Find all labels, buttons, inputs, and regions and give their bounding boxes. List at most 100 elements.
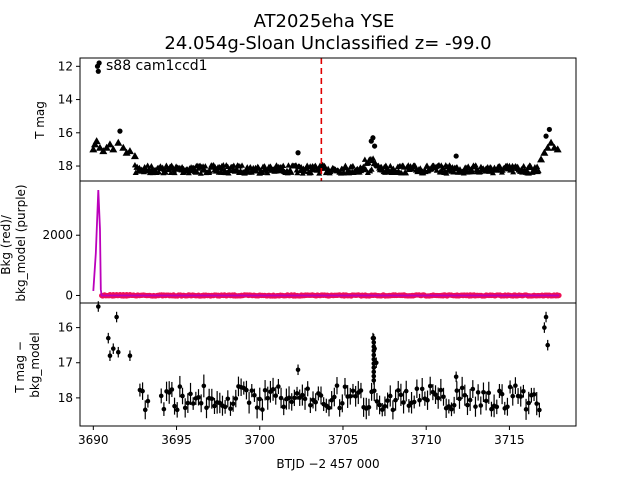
diff-point: [507, 384, 513, 390]
lightcurve-point: [365, 159, 372, 166]
bottom-x-ticks: 3690 3695 3700 3705 3710 3715: [78, 426, 525, 447]
diff-point: [451, 402, 457, 408]
y-tick-label: 18: [58, 391, 73, 405]
diff-point: [353, 393, 358, 399]
title-line-1: AT2025eha YSE: [254, 11, 395, 32]
lightcurve-point: [489, 169, 496, 176]
diff-point: [406, 403, 412, 409]
diff-point: [254, 405, 260, 410]
lightcurve-point: [295, 150, 301, 156]
diff-point: [329, 397, 334, 403]
diff-point: [366, 404, 372, 410]
diff-point: [531, 392, 537, 397]
lightcurve-point: [372, 143, 378, 149]
bkg-point: [127, 291, 133, 298]
lightcurve-point: [109, 145, 118, 153]
diff-point: [262, 387, 268, 393]
diff-point: [185, 400, 191, 406]
lightcurve-point: [443, 170, 450, 176]
diff-point: [295, 367, 301, 373]
diff-point: [222, 404, 228, 410]
top-y-label: T mag: [33, 101, 47, 140]
y-tick-label: 16: [58, 126, 73, 140]
diff-point: [233, 396, 239, 401]
diff-point: [470, 386, 476, 392]
diff-point: [188, 391, 193, 397]
diff-point: [427, 383, 433, 389]
diff-point: [225, 396, 231, 402]
bottom-y-label-line-1: T mag −: [13, 341, 27, 394]
lightcurve-point: [194, 168, 201, 175]
y-tick-label: 12: [58, 59, 73, 73]
diff-point: [348, 393, 353, 399]
diff-point: [334, 383, 340, 388]
x-tick-label: 3705: [328, 433, 359, 447]
lightcurve-point: [95, 68, 101, 74]
lightcurve-point: [424, 162, 431, 168]
diff-point: [403, 388, 409, 394]
diff-point: [292, 395, 297, 401]
diff-point: [417, 397, 422, 403]
diff-point: [198, 401, 204, 406]
lightcurve-point: [119, 143, 128, 151]
diff-point: [358, 388, 364, 393]
panel-top: s88 cam1ccd1 12 14 16 18 T mag: [33, 57, 577, 182]
lightcurve-point: [370, 155, 377, 161]
diff-point: [374, 399, 380, 404]
bottom-y-ticks: 16 17 18: [58, 321, 80, 405]
lightcurve-point: [95, 143, 104, 151]
diff-point: [201, 383, 207, 389]
diff-point: [414, 386, 420, 392]
diff-point: [273, 393, 279, 399]
lightcurve-point: [167, 169, 174, 175]
lightcurve-point: [472, 162, 479, 168]
panel-annotation: s88 cam1ccd1: [106, 58, 208, 74]
bottom-y-label-line-2: bkg_model: [28, 332, 42, 398]
diff-point: [105, 335, 111, 341]
middle-y-label-line-2: bkg_model (purple): [14, 184, 28, 301]
lightcurve-point: [89, 145, 98, 153]
diff-point: [286, 395, 292, 401]
diff-point: [300, 392, 305, 398]
diff-point: [438, 387, 444, 393]
diff-point: [276, 384, 281, 389]
diff-point: [371, 378, 377, 383]
diff-point: [140, 388, 145, 394]
panel-middle: 0 2000 Bkg (red)/ bkg_model (purple): [0, 180, 577, 304]
diff-point: [494, 404, 500, 410]
y-tick-label: 14: [58, 93, 73, 107]
middle-y-label-line-1: Bkg (red)/: [0, 214, 13, 275]
lightcurve-point: [288, 169, 295, 175]
diff-point: [433, 392, 438, 397]
diff-point: [459, 385, 465, 391]
diff-point: [326, 405, 332, 411]
lightcurve-point: [535, 167, 542, 174]
y-tick-label: 16: [58, 321, 73, 335]
lightcurve-point: [543, 143, 552, 151]
x-tick-label: 3700: [244, 433, 275, 447]
diff-point: [523, 407, 529, 412]
lightcurve-point: [125, 147, 134, 155]
diff-point: [379, 407, 385, 412]
diff-point: [337, 405, 342, 411]
diff-point: [246, 400, 252, 406]
diff-point: [542, 325, 547, 330]
diff-point: [473, 404, 478, 409]
diff-point: [332, 394, 337, 400]
x-axis-label: BTJD −2 457 000: [276, 457, 379, 471]
lightcurve-point: [301, 168, 308, 174]
lightcurve-point: [264, 169, 271, 176]
lightcurve-point: [362, 166, 369, 172]
diff-point: [174, 407, 180, 413]
panel-bottom: 16 17 18 3690 3695 3700 3705 3710 3715 T mag − …: [13, 301, 577, 471]
diff-point: [534, 401, 540, 406]
lightcurve-point: [433, 167, 440, 173]
lightcurve-point: [155, 168, 162, 175]
lightcurve-point: [285, 162, 292, 168]
diff-point: [340, 401, 345, 406]
diff-point: [169, 387, 175, 392]
x-tick-label: 3690: [78, 433, 109, 447]
diff-point: [249, 388, 255, 393]
diff-point: [110, 346, 116, 351]
diff-point: [390, 407, 396, 413]
